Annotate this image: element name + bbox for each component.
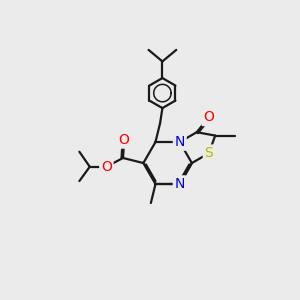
Text: N: N bbox=[175, 135, 185, 149]
Text: O: O bbox=[119, 133, 130, 147]
Text: O: O bbox=[203, 110, 214, 124]
Text: S: S bbox=[205, 146, 213, 160]
Text: N: N bbox=[175, 177, 185, 191]
Text: O: O bbox=[101, 160, 112, 174]
